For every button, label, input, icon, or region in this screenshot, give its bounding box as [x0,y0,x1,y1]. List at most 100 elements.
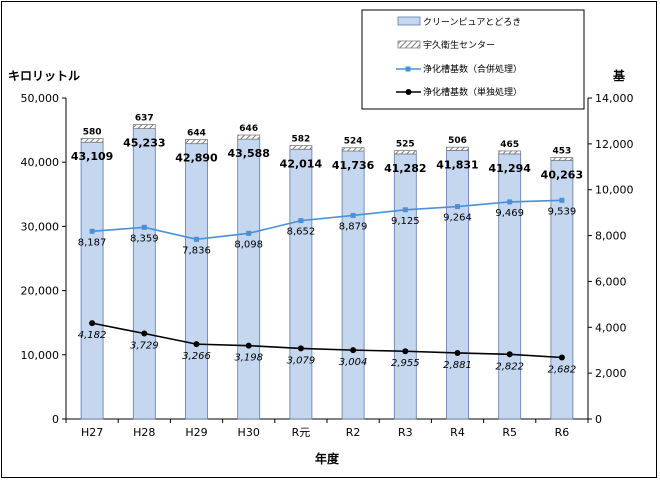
bar-value-label: 43,588 [227,147,269,160]
point-tandoku-shori [141,330,148,337]
bar-uku-eisei [550,157,574,161]
bar-kurin-pyua [341,150,365,420]
bar-top-label: 637 [135,114,154,124]
point-tandoku-shori [193,341,200,348]
x-tick-label: H27 [81,426,103,439]
bar-top-label: 453 [553,147,572,157]
point-gappei-shori [141,224,147,230]
left-tick-label: 10,000 [21,349,60,362]
point-label-gappei: 8,187 [78,237,107,248]
point-label-gappei: 9,539 [548,206,577,217]
bar-kurin-pyua [185,143,208,420]
right-tick-label: 12,000 [595,138,634,151]
bar-kurin-pyua [80,141,104,420]
bar-top-label: 506 [448,136,467,146]
point-tandoku-shori [89,320,96,327]
left-tick-label: 50,000 [21,92,60,105]
bar-value-label: 41,294 [488,162,531,175]
legend-swatch-bar-1 [397,16,421,26]
point-label-tandoku: 3,729 [130,340,159,351]
point-gappei-shori [559,197,565,203]
bar-uku-eisei [185,139,208,145]
left-tick-label: 30,000 [21,220,60,233]
bar-value-label: 45,233 [123,137,165,150]
point-gappei-shori [507,199,513,205]
point-label-gappei: 8,879 [339,221,368,232]
bar-top-label: 524 [344,137,363,147]
bar-value-label: 41,736 [332,159,375,172]
point-tandoku-shori [454,349,461,356]
point-tandoku-shori [297,345,304,352]
point-label-tandoku: 2,822 [495,361,524,372]
bar-kurin-pyua [237,138,261,420]
bar-uku-eisei [341,147,365,152]
legend-label-3: 浄化槽基数（合併処理） [423,63,522,75]
x-tick-label: R5 [502,426,517,439]
bar-kurin-pyua [498,153,522,420]
bar-top-label: 644 [187,129,206,139]
left-axis-ticks: 0 10,000 20,000 30,000 40,000 50,000 [21,92,66,426]
point-label-tandoku: 3,004 [339,357,368,368]
point-label-tandoku: 3,079 [287,355,316,366]
point-label-gappei: 8,359 [130,233,159,244]
bar-top-label: 580 [83,128,102,138]
point-gappei-shori [89,228,95,234]
legend-label-2: 宇久衛生センター [423,39,495,51]
bar-kurin-pyua [132,128,156,420]
bar-top-label: 646 [239,124,258,134]
bar-value-label: 42,890 [175,152,218,165]
point-label-gappei: 8,652 [287,227,316,238]
point-gappei-shori [246,230,252,236]
point-gappei-shori [402,207,408,213]
right-axis-ticks: 0 2,000 4,000 6,000 8,000 10,000 12,000 14,000 [588,92,634,426]
point-gappei-shori [298,218,304,224]
point-label-gappei: 9,125 [391,216,420,227]
point-label-tandoku: 3,198 [234,353,263,364]
point-label-tandoku: 2,955 [391,358,420,369]
right-tick-label: 2,000 [595,367,627,380]
bar-value-label: 42,014 [280,157,323,170]
point-tandoku-shori [245,342,252,349]
bar-top-label: 582 [292,135,311,145]
right-tick-label: 8,000 [595,230,627,243]
legend-label-1: クリーンピュアとどろき [423,17,521,28]
point-gappei-shori [455,204,460,210]
bar-top-label: 525 [396,140,415,150]
x-tick-label: H30 [238,426,260,439]
legend-marker-3 [405,66,411,72]
bar-uku-eisei [132,124,156,130]
x-tick-label: H29 [185,426,207,439]
point-label-gappei: 8,098 [234,239,263,250]
left-tick-label: 20,000 [21,285,60,298]
x-tick-label: R4 [450,426,465,439]
bar-uku-eisei [289,145,313,150]
right-tick-label: 14,000 [595,92,634,105]
x-tick-label: R3 [398,426,413,439]
bar-uku-eisei [446,146,469,151]
bar-value-label: 41,282 [384,162,426,175]
x-axis-ticks: H27 H28 H29 H30 R元 R2 R3 R4 R5 R6 [65,419,589,439]
left-tick-label: 40,000 [21,156,60,169]
right-tick-label: 4,000 [595,321,627,334]
point-tandoku-shori [506,351,513,358]
line-gappei-shori [92,199,562,241]
point-label-gappei: 7,836 [182,245,211,256]
line-tandoku-shori [91,322,562,359]
point-label-tandoku: 2,682 [548,365,577,376]
bar-kurin-pyua [446,150,469,420]
x-tick-label: R6 [555,426,570,439]
point-tandoku-shori [350,347,357,354]
point-tandoku-shori [402,348,409,355]
point-label-gappei: 9,264 [443,213,472,224]
point-label-tandoku: 2,881 [443,360,472,371]
y-axis-title-left: キロリットル [8,69,80,83]
bar-uku-eisei [237,134,261,140]
bar-value-label: 43,109 [71,150,113,163]
bar-uku-eisei [498,150,522,155]
point-tandoku-shori [558,354,565,361]
legend-label-4: 浄化槽基数（単独処理） [423,86,522,98]
lines-group [89,197,565,361]
bar-value-label: 40,263 [541,169,583,182]
